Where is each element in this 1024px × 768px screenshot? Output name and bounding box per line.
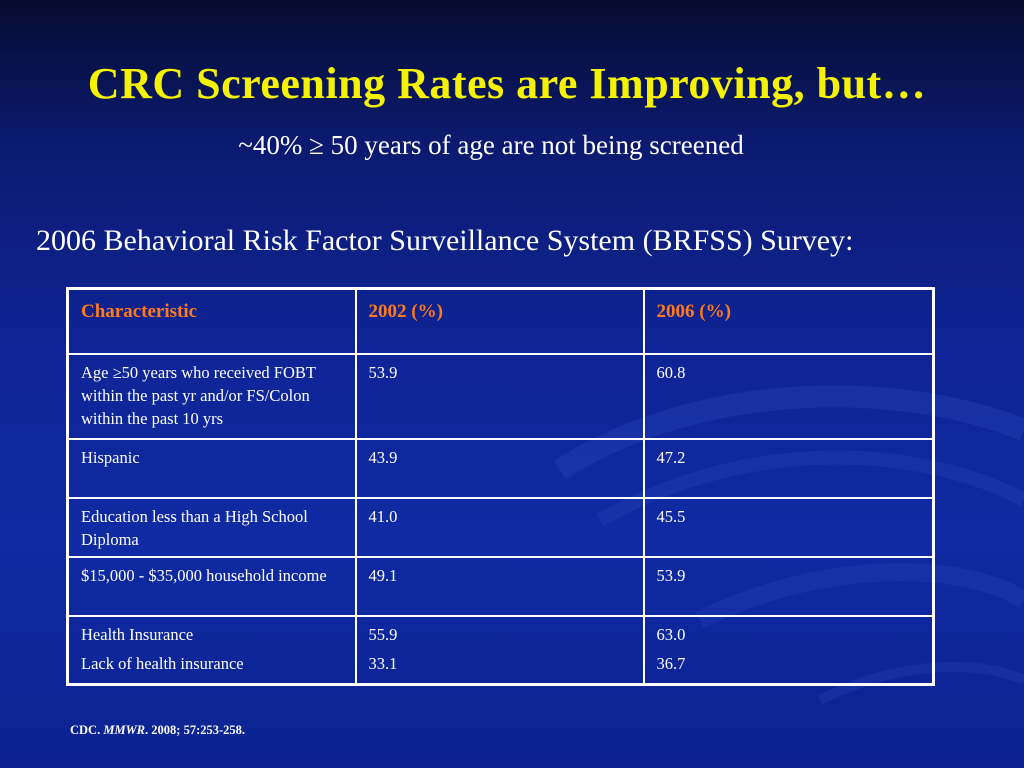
- citation-prefix: CDC.: [70, 723, 101, 737]
- table-row: Hispanic 43.9 47.2: [66, 438, 935, 499]
- cell-2002: 49.1: [354, 556, 645, 617]
- header-characteristic: Characteristic: [66, 287, 357, 355]
- slide-title: CRC Screening Rates are Improving, but…: [87, 59, 927, 108]
- slide-subtitle: ~40% ≥ 50 years of age are not being scr…: [238, 130, 744, 160]
- cell-2002: 53.9: [354, 353, 645, 440]
- cell-line: Health Insurance: [81, 625, 194, 644]
- table-row: Health Insurance Lack of health insuranc…: [66, 615, 935, 686]
- cell-line: Lack of health insurance: [81, 654, 244, 673]
- cell-2002: 43.9: [354, 438, 645, 499]
- cell-2006: 45.5: [642, 497, 935, 558]
- cell-characteristic: Education less than a High School Diplom…: [66, 497, 357, 558]
- cell-2006: 53.9: [642, 556, 935, 617]
- cell-characteristic: $15,000 - $35,000 household income: [66, 556, 357, 617]
- citation-journal: MMWR: [103, 723, 146, 737]
- table-header-row: Characteristic 2002 (%) 2006 (%): [66, 287, 935, 355]
- table-row: Education less than a High School Diplom…: [66, 497, 935, 558]
- survey-heading: 2006 Behavioral Risk Factor Surveillance…: [36, 224, 854, 257]
- cell-characteristic: Health Insurance Lack of health insuranc…: [66, 615, 357, 686]
- cell-line: 63.0: [656, 625, 686, 644]
- cell-2006: 47.2: [642, 438, 935, 499]
- citation-details: . 2008; 57:253-258.: [145, 723, 246, 737]
- cell-characteristic: Hispanic: [66, 438, 357, 499]
- cell-characteristic: Age ≥50 years who received FOBT within t…: [66, 353, 357, 440]
- table-row: Age ≥50 years who received FOBT within t…: [66, 353, 935, 440]
- cell-2002: 41.0: [354, 497, 645, 558]
- cell-line: 55.9: [368, 625, 398, 644]
- table-row: $15,000 - $35,000 household income 49.1 …: [66, 556, 935, 617]
- cell-2006: 63.0 36.7: [642, 615, 935, 686]
- header-2006: 2006 (%): [642, 287, 935, 355]
- cell-2006: 60.8: [642, 353, 935, 440]
- cell-line: 36.7: [656, 654, 686, 673]
- cell-2002: 55.9 33.1: [354, 615, 645, 686]
- citation: CDC. MMWR. 2008; 57:253-258.: [70, 723, 245, 738]
- header-2002: 2002 (%): [354, 287, 645, 355]
- cell-line: 33.1: [368, 654, 398, 673]
- screening-rates-table: Characteristic 2002 (%) 2006 (%) Age ≥50…: [66, 287, 935, 686]
